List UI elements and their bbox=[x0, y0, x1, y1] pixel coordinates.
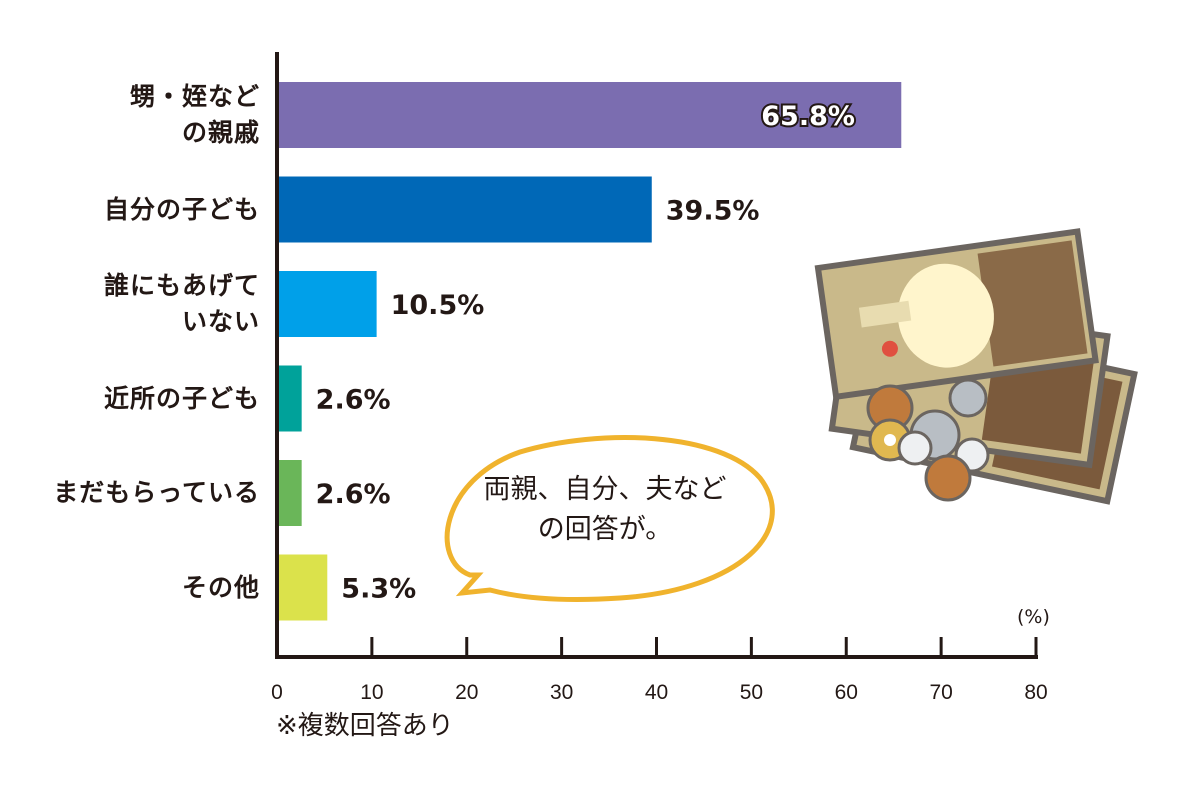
x-tick-label: 50 bbox=[740, 681, 763, 704]
x-tick-label: 70 bbox=[929, 681, 952, 704]
bar bbox=[277, 365, 302, 432]
money-illustration-icon bbox=[814, 228, 1138, 505]
speech-bubble-text: 両親、自分、夫など の回答が。 bbox=[483, 474, 727, 545]
bar-value-label: 39.5% bbox=[666, 196, 760, 227]
x-tick-label: 30 bbox=[550, 681, 573, 704]
category-label: 甥・姪など の親戚 bbox=[129, 82, 260, 147]
x-tick-label: 80 bbox=[1024, 681, 1047, 704]
x-tick-label: 20 bbox=[455, 681, 478, 704]
multiple-answer-note: ※複数回答あり bbox=[276, 711, 454, 741]
category-label: 誰にもあげて いない bbox=[103, 271, 260, 336]
bar-value-label: 10.5% bbox=[391, 290, 485, 321]
category-label: その他 bbox=[181, 572, 260, 602]
category-label: 近所の子ども bbox=[103, 383, 260, 413]
bar bbox=[277, 554, 328, 621]
bar-value-label: 65.8% bbox=[761, 101, 855, 132]
x-axis-unit: (%) bbox=[1017, 606, 1050, 628]
x-tick-label: 10 bbox=[360, 681, 383, 704]
x-tick-label: 60 bbox=[835, 681, 858, 704]
speech-bubble bbox=[444, 435, 775, 603]
bar-value-label: 2.6% bbox=[316, 385, 391, 416]
bar bbox=[277, 271, 377, 337]
bar-value-label: 5.3% bbox=[341, 574, 416, 605]
bar bbox=[277, 460, 302, 526]
bar-value-label: 2.6% bbox=[316, 479, 391, 510]
category-label: 自分の子ども bbox=[103, 194, 260, 224]
x-tick-label: 40 bbox=[645, 681, 668, 704]
bar bbox=[277, 82, 902, 148]
category-label: まだもらっている bbox=[53, 478, 260, 507]
x-tick-label: 0 bbox=[271, 681, 283, 704]
bar bbox=[277, 176, 652, 243]
